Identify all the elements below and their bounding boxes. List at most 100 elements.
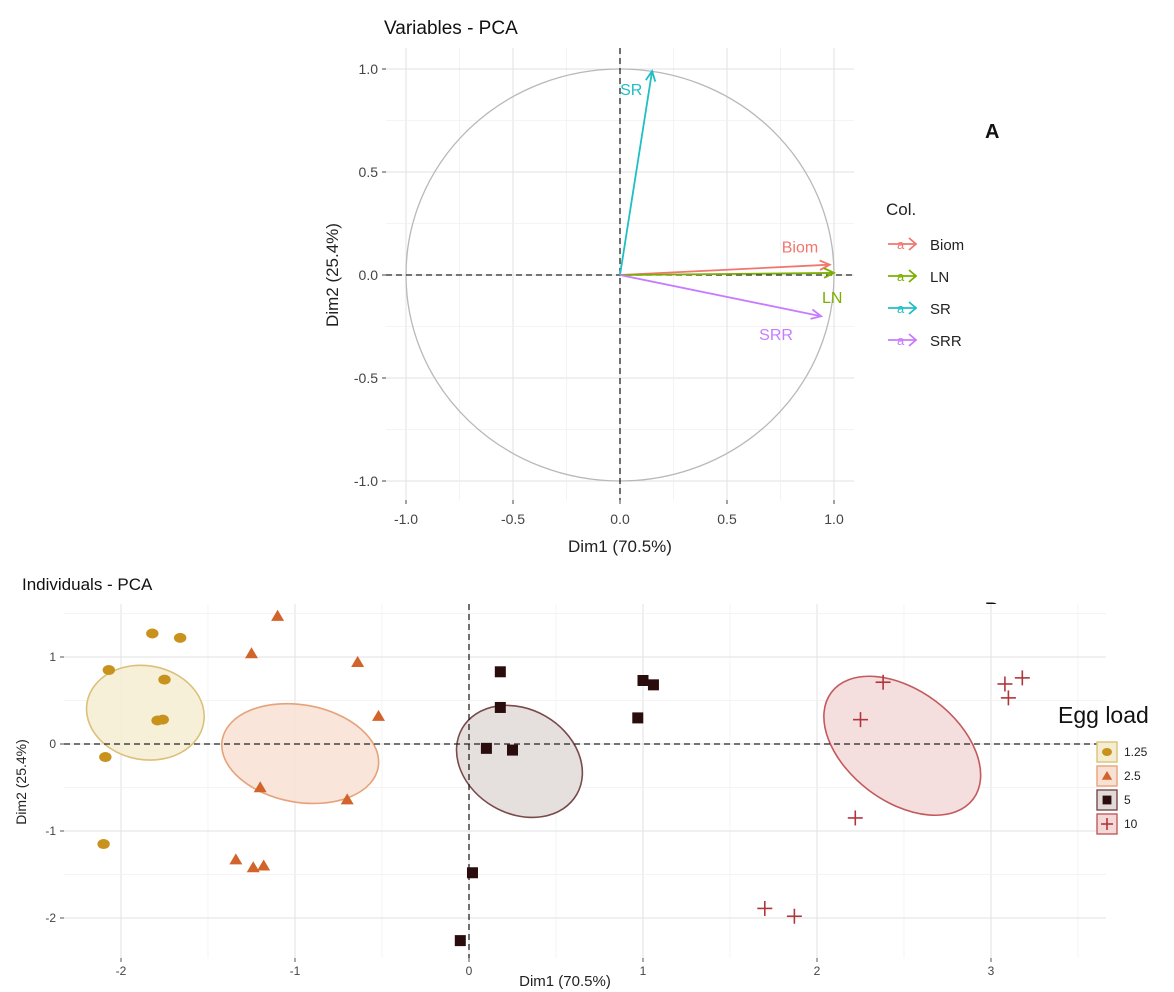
legend-key-marker xyxy=(1101,818,1113,830)
legend-key-glyph: a xyxy=(897,333,905,348)
legend-key-marker xyxy=(1102,748,1112,756)
panel-a-tick-labels: -1.0 -0.5 0.0 0.5 1.0 -1.0 -0.5 0.0 0.5 1.0 xyxy=(354,61,844,527)
panel-a-legend: Col. a Biom a LN a SR a SRR xyxy=(886,200,964,350)
ellipse-1-25 xyxy=(85,664,205,761)
point-2-5 xyxy=(271,609,285,621)
panel-a: Variables - PCA A -1.0 -0.5 0.0 0.5 1.0-1.0-… xyxy=(323,18,999,556)
arrow-label-ln: LN xyxy=(822,290,842,307)
panel-b-y-label: Dim2 (25.4%) xyxy=(13,739,29,825)
legend-key-arrowhead xyxy=(908,301,918,315)
panel-b-x-tick-label: 1 xyxy=(640,964,647,978)
arrow-srr: SRR xyxy=(619,274,824,344)
panel-b-x-tick-label: -2 xyxy=(116,964,127,978)
arrow-head-ln xyxy=(823,267,837,279)
panel-a-x-tick-label: -0.5 xyxy=(501,511,525,527)
point-2-5 xyxy=(245,647,258,659)
arrow-sr: SR xyxy=(619,69,657,276)
point-5 xyxy=(494,666,506,678)
panel-a-legend-title: Col. xyxy=(886,200,916,219)
legend-key-glyph: a xyxy=(897,237,905,252)
arrow-ln: LN xyxy=(619,267,842,307)
ellipse-2-5 xyxy=(220,702,380,805)
panel-b-x-tick-label: -1 xyxy=(290,964,301,978)
panel-b-title: Individuals - PCA xyxy=(22,575,153,594)
legend-item-10: 10 xyxy=(1096,813,1138,835)
arrow-biom: Biom xyxy=(619,240,832,276)
legend-key-glyph: a xyxy=(897,269,905,284)
panel-b-y-tick-label: 1 xyxy=(49,650,56,664)
point-1-25 xyxy=(156,714,169,725)
legend-label-sr: SR xyxy=(930,301,951,318)
legend-label-10: 10 xyxy=(1124,817,1138,831)
point-10 xyxy=(1000,690,1016,706)
panel-b-points xyxy=(97,609,1030,947)
point-10 xyxy=(875,674,891,690)
ellipse-10 xyxy=(823,675,982,817)
point-5 xyxy=(632,712,644,724)
point-5 xyxy=(480,742,492,754)
legend-item-2-5: 2.5 xyxy=(1096,765,1141,787)
arrow-head-sr xyxy=(645,69,657,82)
panel-b-y-tick-label: -2 xyxy=(45,911,56,925)
arrow-shaft-biom xyxy=(619,263,830,276)
point-1-25 xyxy=(97,839,110,850)
panel-a-x-tick-label: -1.0 xyxy=(394,511,418,527)
legend-label-5: 5 xyxy=(1124,793,1131,807)
legend-key-marker xyxy=(1102,795,1112,805)
point-5 xyxy=(466,867,478,879)
panel-a-x-tick-label: 0.0 xyxy=(610,511,630,527)
point-2-5 xyxy=(229,853,243,865)
point-1-25 xyxy=(99,752,112,763)
panel-b-x-tick-label: 3 xyxy=(988,964,995,978)
legend-label-ln: LN xyxy=(930,269,949,286)
legend-key-arrowhead xyxy=(908,333,918,347)
legend-key-arrowhead xyxy=(908,269,918,283)
panel-a-y-tick-label: -0.5 xyxy=(354,370,378,386)
point-1-25 xyxy=(102,665,116,676)
legend-item-biom: a Biom xyxy=(888,237,964,254)
panel-a-y-label: Dim2 (25.4%) xyxy=(323,223,342,327)
legend-key-glyph: a xyxy=(897,301,905,316)
panel-a-variable-arrows: Biom LN SR SRR xyxy=(619,69,842,344)
arrow-label-biom: Biom xyxy=(782,240,818,257)
point-1-25 xyxy=(173,632,187,643)
point-2-5 xyxy=(372,709,386,721)
panel-b-confidence-ellipses xyxy=(85,664,982,819)
legend-item-sr: a SR xyxy=(888,301,951,318)
panel-a-y-tick-label: 1.0 xyxy=(359,61,379,77)
ellipse-5 xyxy=(455,704,584,819)
point-10 xyxy=(1014,670,1030,686)
panel-b-y-tick-label: -1 xyxy=(45,824,56,838)
point-1-25 xyxy=(158,674,171,685)
panel-b-axes xyxy=(64,604,1106,958)
point-5 xyxy=(454,935,466,947)
panel-b-x-tick-label: 0 xyxy=(466,964,473,978)
panel-b-legend-title: Egg load xyxy=(1058,702,1149,728)
legend-key-marker xyxy=(1101,770,1113,780)
point-2-5 xyxy=(340,793,354,805)
panel-b-legend: Egg load 1.25 2.5 5 10 xyxy=(1058,702,1149,835)
point-2-5 xyxy=(351,655,365,667)
point-10 xyxy=(853,712,868,728)
panel-a-x-tick-label: 1.0 xyxy=(824,511,844,527)
legend-label-2-5: 2.5 xyxy=(1124,769,1141,783)
panel-a-y-tick-label: 0.0 xyxy=(359,267,379,283)
legend-item-5: 5 xyxy=(1096,789,1131,811)
point-5 xyxy=(507,744,518,756)
legend-label-1-25: 1.25 xyxy=(1124,745,1148,759)
panel-a-y-tick-label: 0.5 xyxy=(359,164,379,180)
legend-key-arrowhead xyxy=(908,237,918,251)
point-10 xyxy=(757,900,773,916)
legend-label-biom: Biom xyxy=(930,237,964,254)
panel-a-y-tick-label: -1.0 xyxy=(354,473,378,489)
arrow-head-srr xyxy=(810,308,824,320)
panel-b-y-tick-label: 0 xyxy=(49,737,56,751)
arrow-label-sr: SR xyxy=(620,82,642,99)
panel-a-x-tick-label: 0.5 xyxy=(717,511,737,527)
arrow-label-srr: SRR xyxy=(759,327,793,344)
panel-a-label: A xyxy=(985,121,999,143)
point-10 xyxy=(786,908,802,924)
point-5 xyxy=(647,679,659,691)
